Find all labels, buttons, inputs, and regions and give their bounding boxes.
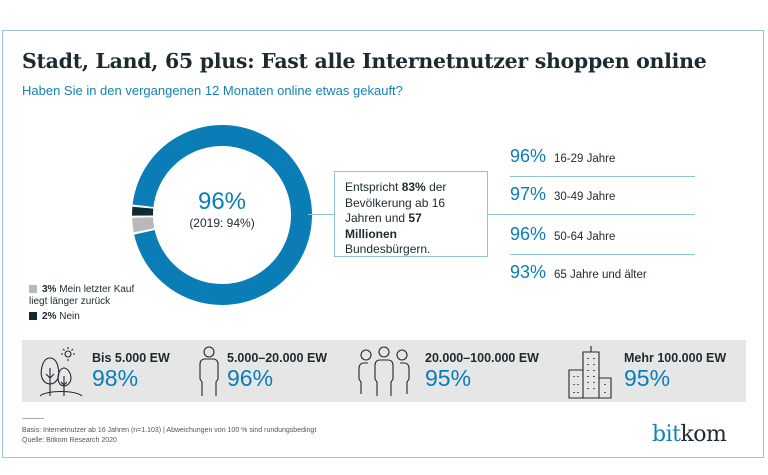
- info-bold: 57 Millionen: [345, 211, 422, 241]
- logo-part: kom: [680, 422, 727, 447]
- age-pct: 96%: [510, 224, 547, 244]
- donut-chart: [132, 125, 312, 305]
- footer-rule: [22, 418, 44, 419]
- group-label: Bis 5.000 EW: [92, 351, 170, 365]
- legend-swatch: [29, 312, 37, 320]
- age-label: 16-29 Jahre: [554, 153, 616, 165]
- group-label: 20.000–100.000 EW: [425, 351, 539, 365]
- person-icon: [199, 346, 219, 396]
- age-divider: [510, 214, 695, 215]
- legend-text: Nein: [59, 311, 80, 322]
- bitkom-logo: bitkom: [652, 422, 727, 447]
- age-label: 30-49 Jahre: [554, 191, 616, 203]
- footer-notes: Basis: Internetnutzer ab 16 Jahren (n=1.…: [22, 426, 316, 446]
- group-value: 95%: [624, 365, 671, 391]
- age-label: 65 Jahre und älter: [554, 269, 647, 281]
- legend-text: liegt länger zurück: [29, 296, 111, 307]
- question-subtitle: Haben Sie in den vergangenen 12 Monaten …: [22, 83, 403, 98]
- legend-pct: 2%: [42, 311, 57, 322]
- buildings-icon: [568, 346, 612, 399]
- age-pct: 97%: [510, 184, 547, 204]
- group-bis-5000: Bis 5.000 EW 98%: [92, 351, 170, 391]
- donut-main-value: 96%: [197, 188, 247, 215]
- info-text: Bundesbürgern.: [345, 242, 431, 256]
- age-label: 50-64 Jahre: [554, 231, 616, 243]
- trees-icon: [39, 347, 83, 397]
- donut-segment-later: [132, 217, 155, 233]
- group-20000-100000: 20.000–100.000 EW 95%: [425, 351, 539, 391]
- town-size-band: [22, 340, 746, 402]
- people-icon: [358, 346, 410, 396]
- legend-pct: 3%: [42, 284, 57, 295]
- donut-segment-nein: [132, 206, 154, 216]
- age-divider: [510, 254, 695, 255]
- group-label: Mehr 100.000 EW: [624, 351, 727, 365]
- age-row: 96% 50-64 Jahre: [510, 224, 615, 245]
- age-pct: 96%: [510, 146, 547, 166]
- page-title: Stadt, Land, 65 plus: Fast alle Internet…: [22, 49, 707, 73]
- donut-previous-value: (2019: 94%): [189, 216, 255, 230]
- info-text: der Bevölkerung ab 16 Jahren und: [345, 180, 447, 225]
- age-row: 96% 16-29 Jahre: [510, 146, 615, 167]
- legend-text: Mein letzter Kauf: [59, 284, 135, 295]
- group-mehr-100000: Mehr 100.000 EW 95%: [624, 351, 726, 391]
- age-row: 97% 30-49 Jahre: [510, 184, 615, 205]
- footer-basis: Basis: Internetnutzer ab 16 Jahren (n=1.…: [22, 427, 317, 434]
- age-divider: [510, 176, 695, 177]
- group-5000-20000: 5.000–20.000 EW 96%: [227, 351, 327, 391]
- info-box: Entspricht 83% der Bevölkerung ab 16 Jah…: [334, 171, 488, 257]
- info-bold: 83%: [401, 180, 426, 194]
- footer-source: Quelle: Bitkom Research 2020: [22, 437, 117, 444]
- age-row: 93% 65 Jahre und älter: [510, 262, 647, 283]
- logo-part: bit: [652, 422, 681, 447]
- connector-line: [488, 214, 510, 215]
- group-value: 98%: [92, 365, 139, 391]
- infographic-frame: [2, 30, 764, 458]
- group-value: 95%: [425, 365, 472, 391]
- legend-item-nein: 2% Nein: [29, 311, 80, 323]
- legend-item-later: 3% Mein letzter Kauf liegt länger zurück: [29, 284, 134, 308]
- legend-swatch: [29, 285, 37, 293]
- connector-line: [308, 214, 334, 215]
- age-pct: 93%: [510, 262, 547, 282]
- group-label: 5.000–20.000 EW: [227, 351, 328, 365]
- group-value: 96%: [227, 365, 274, 391]
- donut-center: 96% (2019: 94%): [162, 188, 282, 230]
- info-text: Entspricht: [345, 180, 402, 194]
